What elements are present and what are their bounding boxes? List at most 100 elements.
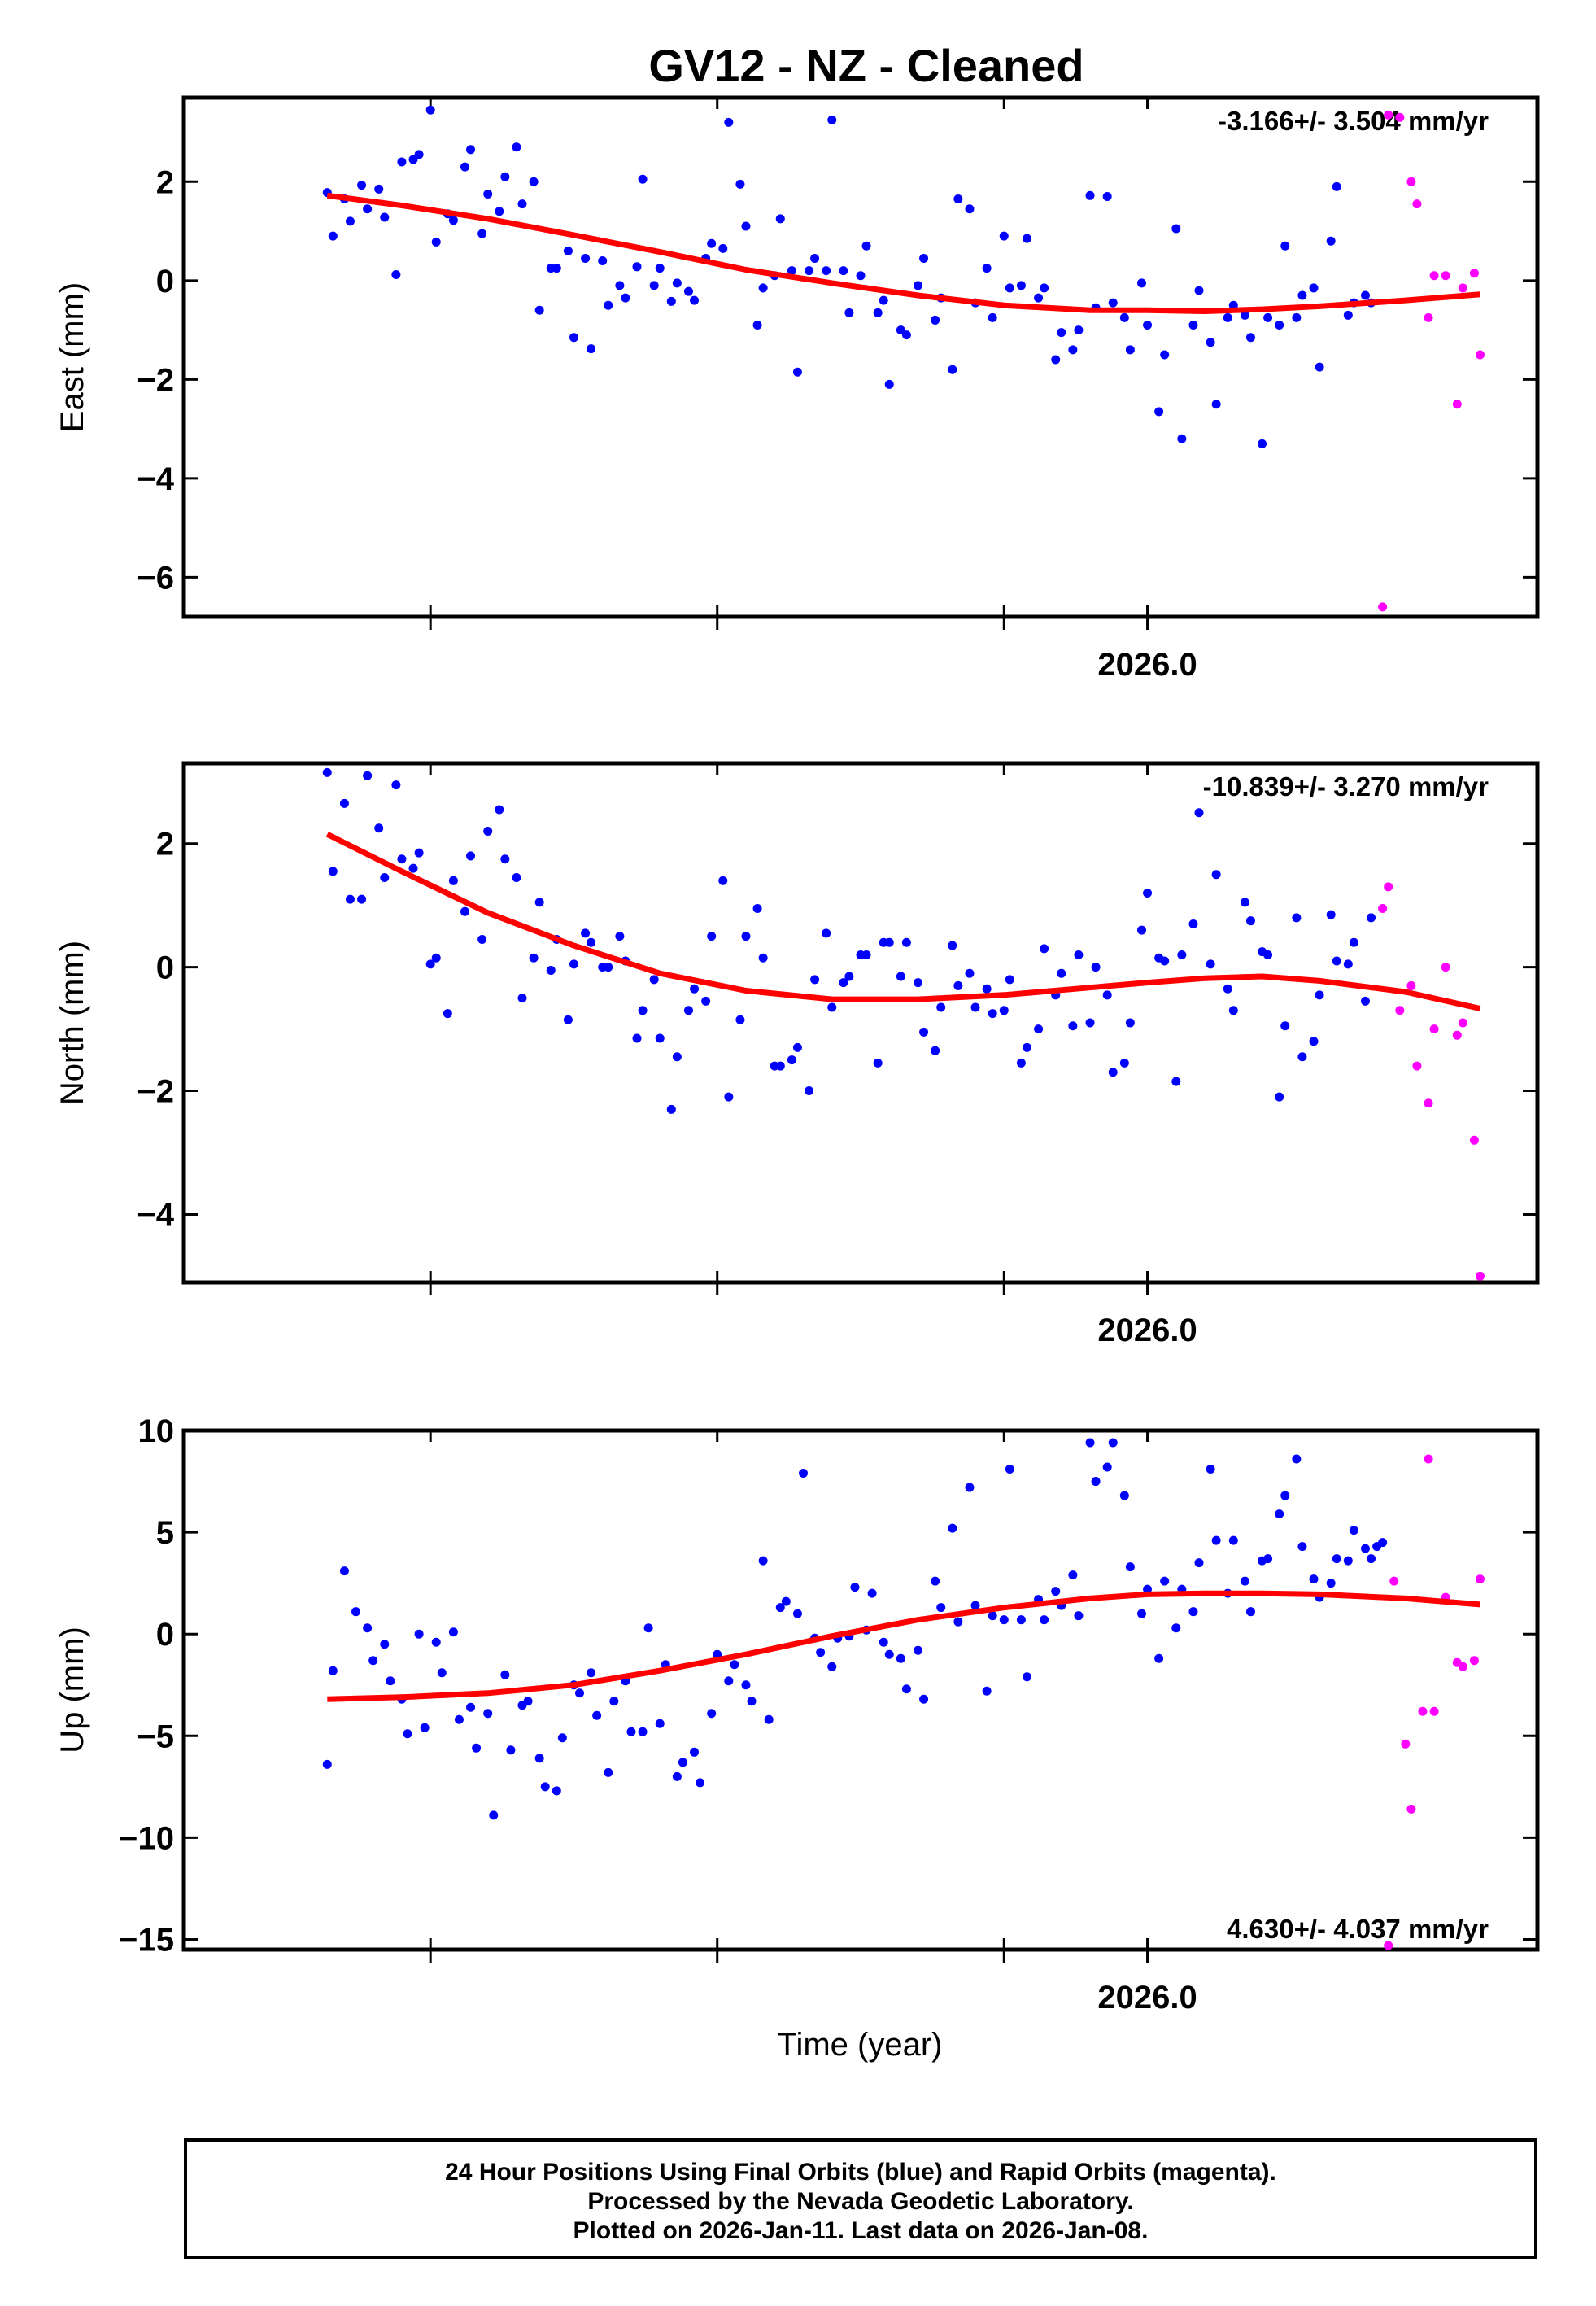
final-orbit-point: [1119, 312, 1129, 322]
final-orbit-point: [1102, 990, 1112, 1000]
final-orbit-point: [787, 1055, 796, 1065]
footer-line-3: Plotted on 2026-Jan-11. Last data on 202…: [573, 2217, 1149, 2244]
rapid-orbit-point: [1384, 882, 1393, 892]
final-orbit-point: [1005, 975, 1014, 985]
final-orbit-point: [758, 283, 768, 293]
final-orbit-point: [805, 266, 814, 276]
final-orbit-point: [598, 256, 608, 266]
final-orbit-point: [988, 1009, 997, 1019]
y-axis-label: Up (mm): [55, 1627, 90, 1754]
final-orbit-point: [827, 115, 837, 124]
final-orbit-point: [632, 1033, 642, 1043]
rapid-orbit-point: [1424, 1098, 1433, 1108]
final-orbit-point: [1280, 1021, 1290, 1031]
final-orbit-point: [901, 937, 911, 947]
final-orbit-point: [1160, 956, 1170, 966]
final-orbit-point: [724, 1092, 734, 1102]
final-orbit-point: [827, 1662, 837, 1671]
final-orbit-point: [965, 1483, 975, 1492]
final-orbit-point: [328, 867, 338, 876]
final-orbit-point: [999, 1006, 1009, 1015]
final-orbit-point: [351, 1607, 361, 1617]
rapid-orbit-point: [1384, 1941, 1393, 1950]
final-orbit-point: [822, 928, 831, 938]
final-orbit-point: [1068, 1021, 1078, 1031]
final-orbit-point: [643, 1623, 653, 1633]
final-orbit-point: [982, 984, 992, 994]
north-panel: 2 0 −2 −4 2026.0 North (mm) -10.839+/- 3.270 m…: [55, 761, 1540, 1348]
final-orbit-point: [649, 975, 659, 985]
final-orbit-point: [839, 978, 848, 988]
final-orbit-point: [672, 1771, 682, 1781]
final-orbit-point: [1136, 925, 1146, 935]
final-orbit-point: [696, 1778, 705, 1788]
final-orbit-point: [666, 296, 676, 306]
final-orbit-point: [1143, 321, 1153, 330]
final-orbit-point: [1074, 950, 1084, 959]
rapid-orbit-point: [1412, 1061, 1422, 1071]
final-orbit-point: [919, 1694, 929, 1704]
final-orbit-point: [615, 281, 625, 290]
final-orbit-point: [953, 980, 963, 990]
final-orbit-point: [1022, 1672, 1031, 1682]
rapid-orbit-point: [1458, 1018, 1467, 1028]
final-orbit-point: [1085, 1018, 1095, 1028]
final-orbit-point: [1315, 362, 1324, 372]
final-orbit-point: [787, 266, 796, 276]
rate-annotation: -10.839+/- 3.270 mm/yr: [1203, 771, 1489, 801]
final-orbit-point: [718, 876, 728, 885]
final-orbit-point: [1102, 192, 1112, 202]
final-orbit-point: [322, 767, 332, 777]
final-orbit-point: [626, 1727, 636, 1736]
final-orbit-point: [901, 330, 911, 340]
final-orbit-point: [953, 1617, 963, 1627]
final-orbit-point: [1297, 1542, 1307, 1552]
rapid-orbit-point: [1401, 1739, 1411, 1749]
final-orbit-point: [380, 1640, 390, 1649]
rapid-orbit-point: [1378, 602, 1388, 612]
final-orbit-point: [575, 1688, 585, 1698]
final-orbit-point: [690, 984, 700, 994]
final-orbit-point: [414, 150, 424, 159]
final-orbit-point: [581, 253, 591, 263]
final-orbit-point: [534, 305, 544, 315]
final-orbit-point: [328, 231, 338, 241]
east-panel: 2 0 −2 −4 −6 2026.0 East (mm) -3.166+/- 3.504 m…: [55, 95, 1540, 683]
final-orbit-point: [466, 145, 476, 155]
final-orbit-point: [345, 216, 355, 226]
final-orbit-point: [420, 1723, 430, 1732]
final-orbit-point: [931, 1576, 940, 1586]
final-orbit-point: [1223, 984, 1232, 994]
final-orbit-point: [1068, 345, 1078, 355]
final-orbit-point: [701, 996, 711, 1006]
final-orbit-point: [810, 253, 820, 263]
fit-curve: [325, 832, 1481, 1011]
final-orbit-point: [1309, 283, 1319, 293]
final-orbit-point: [374, 184, 384, 194]
final-orbit-point: [1326, 910, 1336, 919]
final-orbit-point: [1016, 1058, 1026, 1068]
final-orbit-point: [1051, 355, 1061, 365]
final-orbit-point: [534, 898, 544, 907]
final-orbit-point: [1332, 181, 1341, 191]
final-orbit-point: [1188, 321, 1198, 330]
final-orbit-point: [1034, 1024, 1044, 1034]
final-orbit-point: [1177, 950, 1187, 959]
final-orbit-point: [495, 805, 504, 815]
final-orbit-point: [690, 295, 700, 305]
final-orbit-point: [363, 1623, 373, 1633]
final-orbit-point: [322, 1759, 332, 1769]
final-orbit-point: [397, 854, 407, 864]
final-orbit-point: [357, 181, 367, 190]
final-orbit-point: [1245, 333, 1255, 343]
final-orbit-point: [1074, 1611, 1084, 1621]
final-orbit-point: [604, 1767, 613, 1777]
rapid-orbit-point: [1429, 1024, 1439, 1034]
final-orbit-point: [1360, 290, 1370, 300]
final-orbit-point: [775, 214, 785, 224]
final-orbit-point: [1343, 1556, 1353, 1566]
final-orbit-point: [896, 972, 905, 981]
final-orbit-point: [460, 906, 469, 916]
final-orbit-point: [1022, 234, 1031, 243]
final-orbit-point: [1349, 937, 1358, 947]
